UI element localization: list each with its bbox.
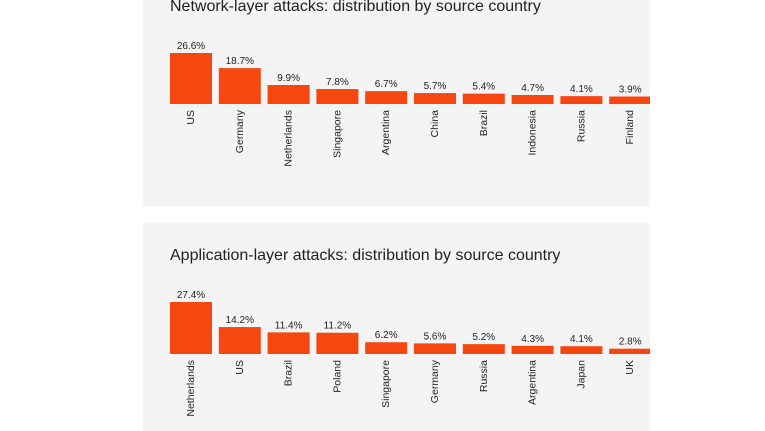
bar-netherlands xyxy=(267,85,310,104)
chart-title: Application-layer attacks: distribution … xyxy=(170,247,561,264)
category-label: Russia xyxy=(478,360,490,392)
category-label: Brazil xyxy=(283,360,295,386)
bar-poland xyxy=(316,332,359,354)
category-label: Netherlands xyxy=(185,360,197,417)
application-layer-bar-chart: 27.4% Netherlands 14.2% US 11.4% Brazil 11.2% P… xyxy=(170,290,650,417)
bar-argentina xyxy=(511,345,554,354)
value-label: 11.4% xyxy=(275,320,303,331)
value-label: 11.2% xyxy=(324,321,352,332)
bar-us xyxy=(170,53,212,104)
network-layer-bar-chart: 26.6% US 18.7% Germany 9.9% Netherlands 7.8% Si… xyxy=(170,41,650,167)
category-label: Argentina xyxy=(380,110,392,155)
value-label: 4.1% xyxy=(570,84,593,95)
category-label: Brazil xyxy=(478,110,490,136)
value-label: 9.9% xyxy=(277,73,300,84)
chart-title: Network-layer attacks: distribution by s… xyxy=(170,0,541,15)
category-label: China xyxy=(429,110,441,138)
category-label: Netherlands xyxy=(283,110,295,167)
bar-brazil xyxy=(267,332,310,354)
value-label: 4.1% xyxy=(570,334,593,345)
value-label: 5.2% xyxy=(472,332,495,343)
bar-netherlands xyxy=(170,302,212,354)
category-label: Indonesia xyxy=(527,110,539,156)
value-label: 18.7% xyxy=(226,56,254,67)
bar-russia xyxy=(462,344,505,354)
bar-indonesia xyxy=(511,94,554,104)
value-label: 6.2% xyxy=(375,330,398,341)
bar-singapore xyxy=(316,89,359,104)
category-label: Japan xyxy=(575,360,587,389)
bar-russia xyxy=(560,96,603,104)
value-label: 5.7% xyxy=(424,81,447,92)
value-label: 3.9% xyxy=(619,85,642,96)
bar-singapore xyxy=(365,342,408,354)
category-label: Germany xyxy=(234,109,246,153)
bar-brazil xyxy=(462,93,505,104)
value-label: 27.4% xyxy=(177,290,205,301)
application-layer-chart-panel: Application-layer attacks: distribution … xyxy=(143,223,650,431)
value-label: 2.8% xyxy=(619,337,642,348)
category-label: Singapore xyxy=(331,110,343,158)
category-label: Russia xyxy=(575,110,587,142)
bar-uk xyxy=(609,348,650,354)
value-label: 14.2% xyxy=(226,315,254,326)
value-label: 6.7% xyxy=(375,79,398,90)
network-layer-chart-panel: Network-layer attacks: distribution by s… xyxy=(143,0,650,206)
value-label: 4.7% xyxy=(521,83,544,94)
category-label: Argentina xyxy=(527,360,539,405)
category-label: US xyxy=(234,360,246,375)
value-label: 26.6% xyxy=(177,41,205,52)
category-label: Germany xyxy=(429,359,441,403)
bar-germany xyxy=(218,68,261,104)
bar-us xyxy=(218,327,261,354)
category-label: Singapore xyxy=(380,360,392,408)
bar-china xyxy=(414,93,456,104)
value-label: 5.6% xyxy=(424,331,447,342)
category-label: Poland xyxy=(331,360,343,393)
bar-germany xyxy=(414,343,456,354)
bar-japan xyxy=(560,346,603,354)
value-label: 4.3% xyxy=(521,334,544,345)
category-label: Finland xyxy=(624,110,636,145)
value-label: 7.8% xyxy=(326,77,349,88)
bar-argentina xyxy=(365,91,408,104)
category-label: US xyxy=(185,110,197,125)
category-label: UK xyxy=(624,360,636,375)
value-label: 5.4% xyxy=(472,82,495,93)
bar-finland xyxy=(609,96,650,104)
